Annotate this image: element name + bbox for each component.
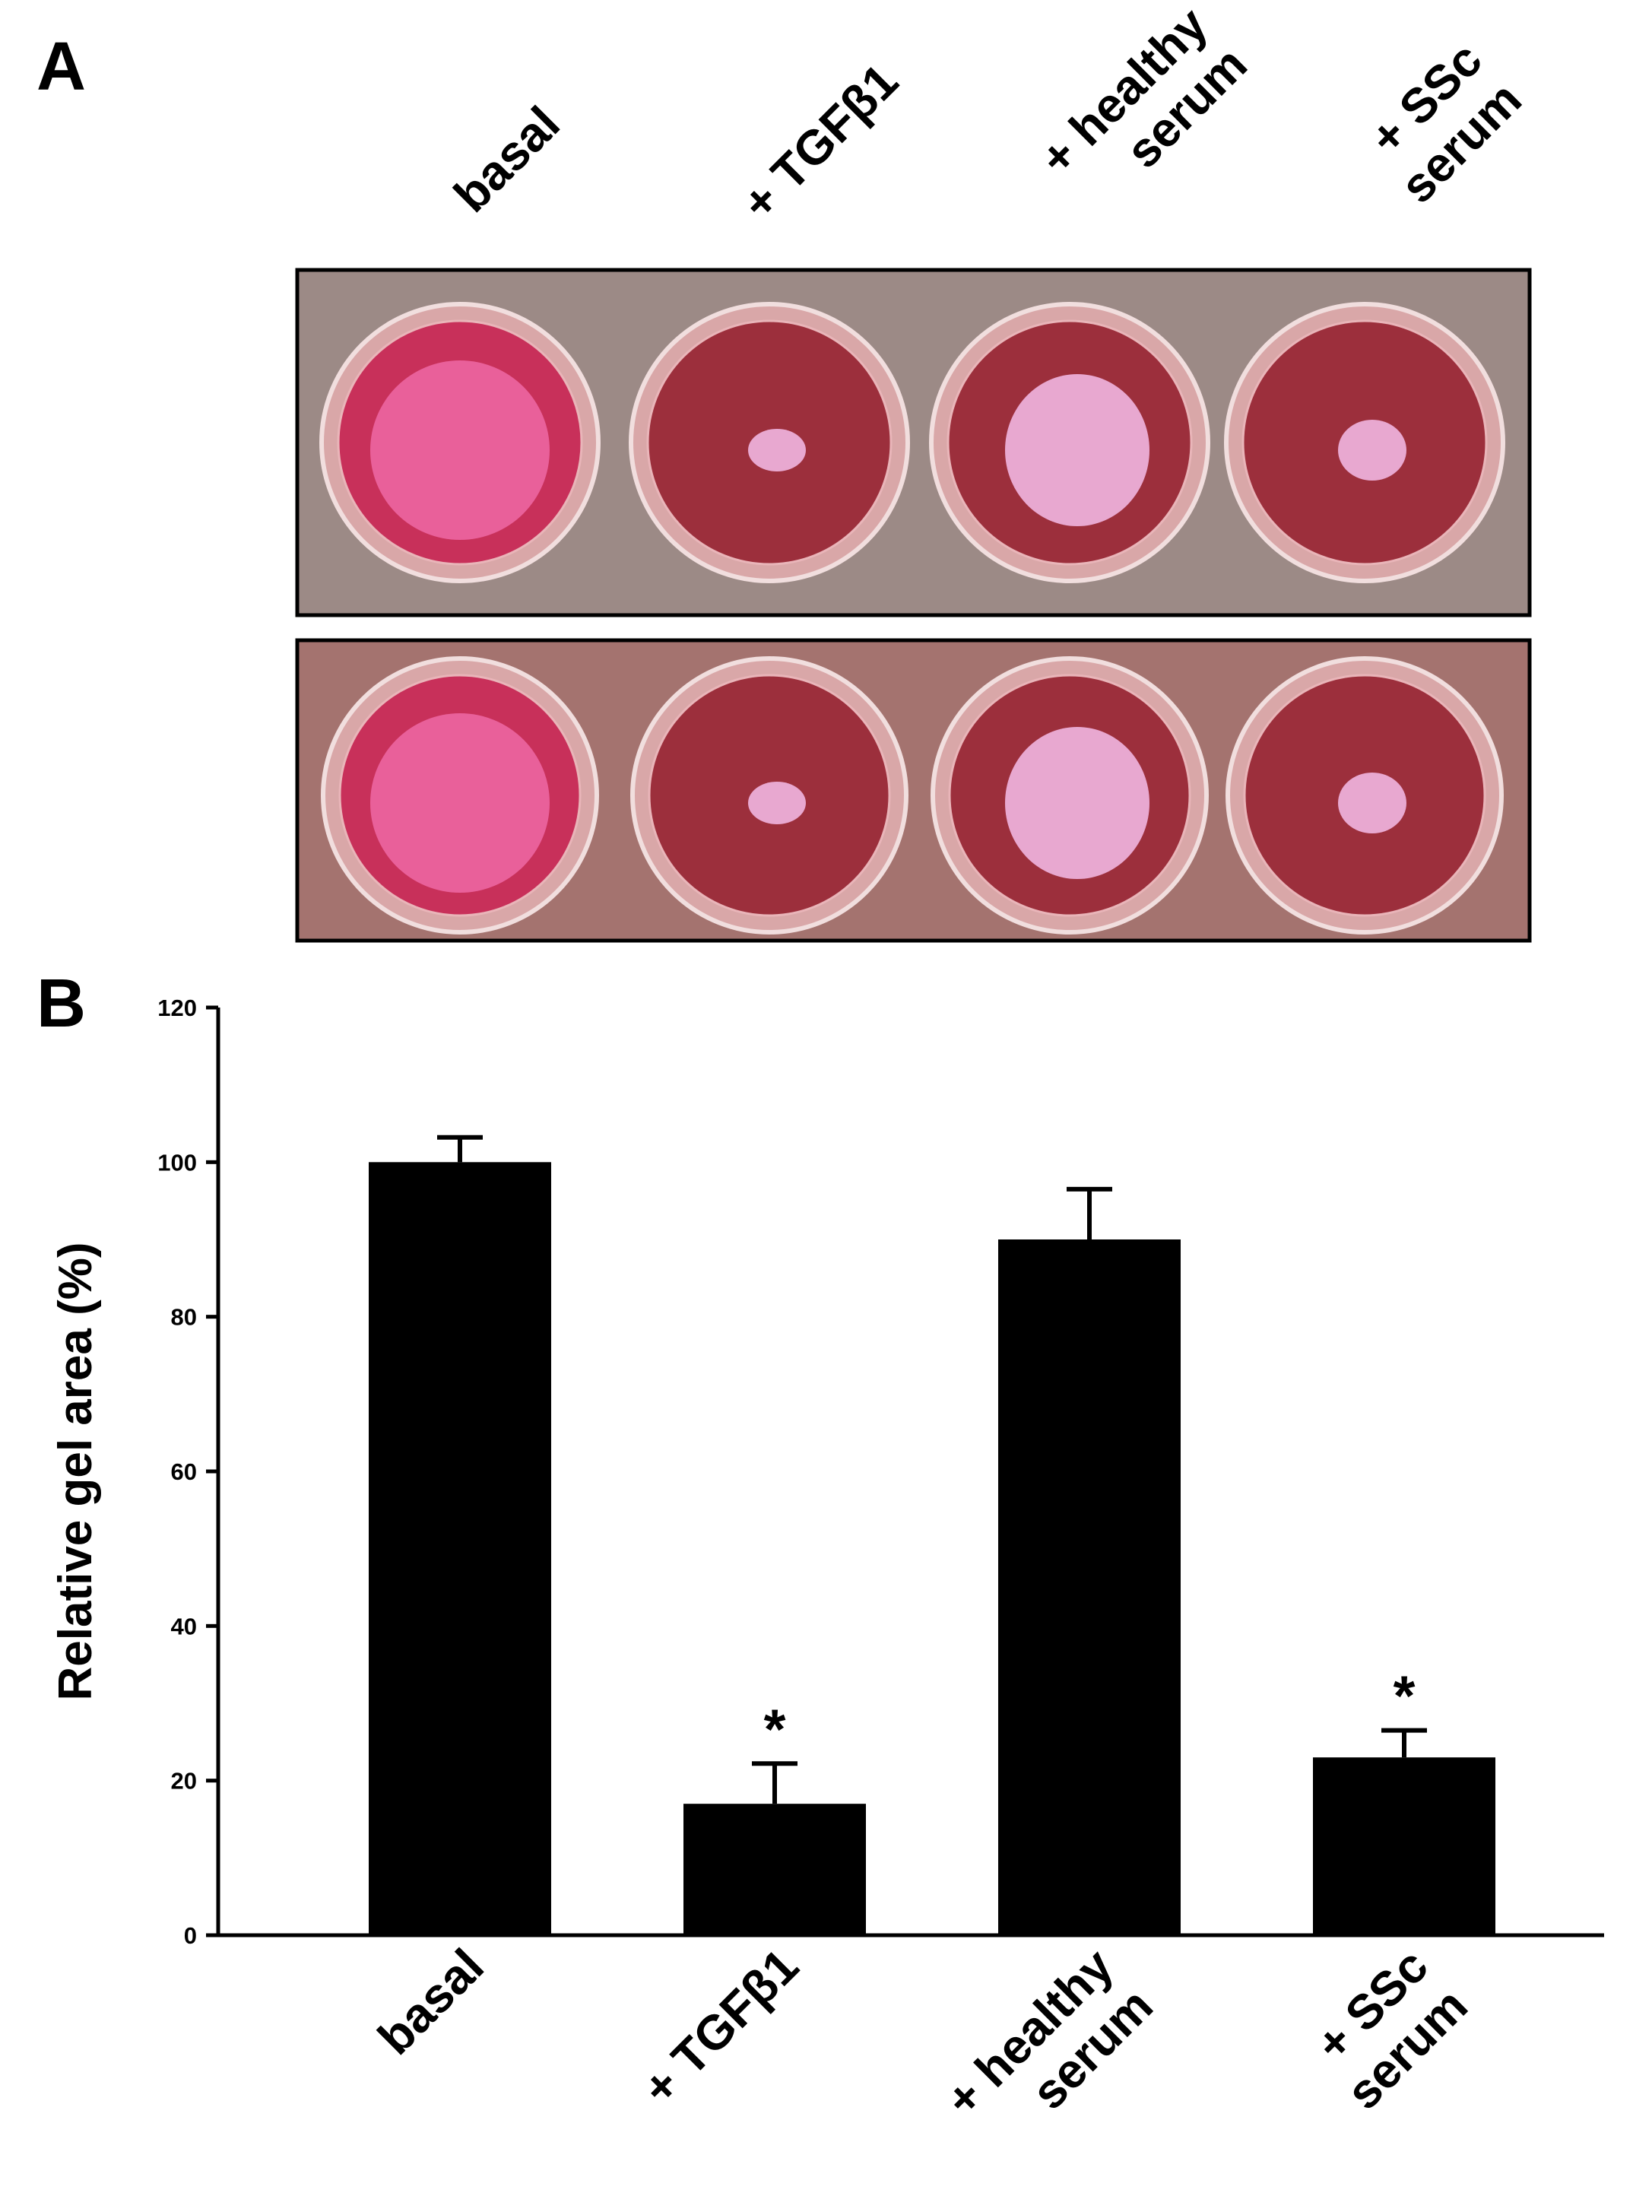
column-label: + healthyserum [1029,0,1258,225]
y-tick-label: 40 [171,1613,197,1639]
significance-mark: * [764,1697,786,1760]
column-label: + SScserum [1350,32,1532,214]
y-tick-label: 20 [171,1768,197,1795]
column-label: + TGFβ1 [731,53,908,230]
significance-mark: * [1394,1665,1416,1728]
bar [1313,1757,1495,1935]
column-label: basal [443,96,570,223]
x-tick-label: basal [367,1938,494,2065]
panel-label: B [36,966,86,1042]
y-tick-label: 60 [171,1458,197,1485]
y-tick-label: 0 [184,1922,197,1949]
x-tick-label: + healthyserum [935,1938,1164,2167]
gel [1005,374,1149,526]
y-tick-label: 100 [157,1149,197,1176]
gel [370,713,550,893]
x-tick-label: + SScserum [1296,1938,1478,2120]
gel [1005,727,1149,879]
gel [370,360,550,540]
gel [748,429,806,471]
bar [369,1162,551,1935]
y-tick-label: 80 [171,1304,197,1331]
panel-label: A [36,29,86,105]
bar [998,1239,1181,1935]
bar [683,1804,866,1935]
y-tick-label: 120 [157,995,197,1021]
x-tick-label: + TGFβ1 [632,1938,809,2115]
gel [748,782,806,824]
well-plate-photo [295,268,1532,943]
gel [1338,420,1406,481]
gel [1338,773,1406,833]
y-axis-title: Relative gel area (%) [49,1242,102,1700]
